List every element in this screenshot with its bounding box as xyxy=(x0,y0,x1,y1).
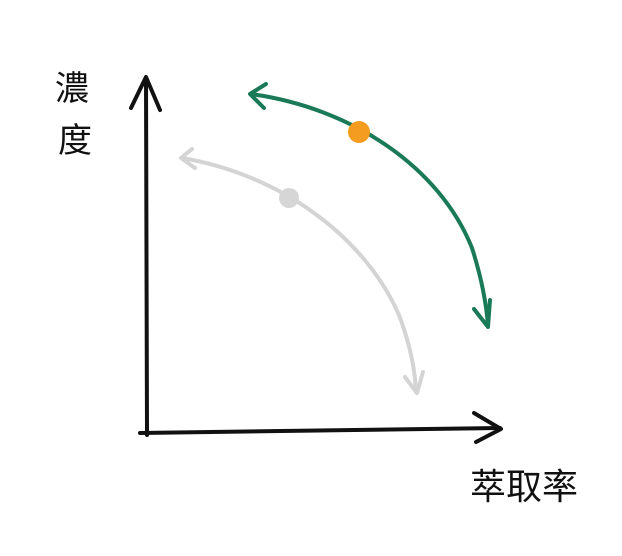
y-axis xyxy=(144,76,149,437)
y-axis-label-line-1: 濃 xyxy=(55,69,89,109)
x-axis-label: 萃取率 xyxy=(470,467,578,508)
current-state-curve xyxy=(249,92,490,327)
current-curve-end-arrow-icon xyxy=(472,298,492,329)
x-axis xyxy=(138,426,502,435)
x-axis-arrow-icon xyxy=(472,411,503,444)
current-state-point xyxy=(348,121,370,143)
previous-state-curve xyxy=(180,156,418,394)
previous-curve-end-arrow-icon xyxy=(403,370,425,395)
previous-curve-start-arrow-icon xyxy=(179,147,197,170)
previous-state-point xyxy=(279,188,299,208)
y-axis-label-line-2: 度 xyxy=(58,121,92,161)
current-curve-start-arrow-icon xyxy=(248,82,268,110)
y-axis-arrow-icon xyxy=(129,75,162,112)
